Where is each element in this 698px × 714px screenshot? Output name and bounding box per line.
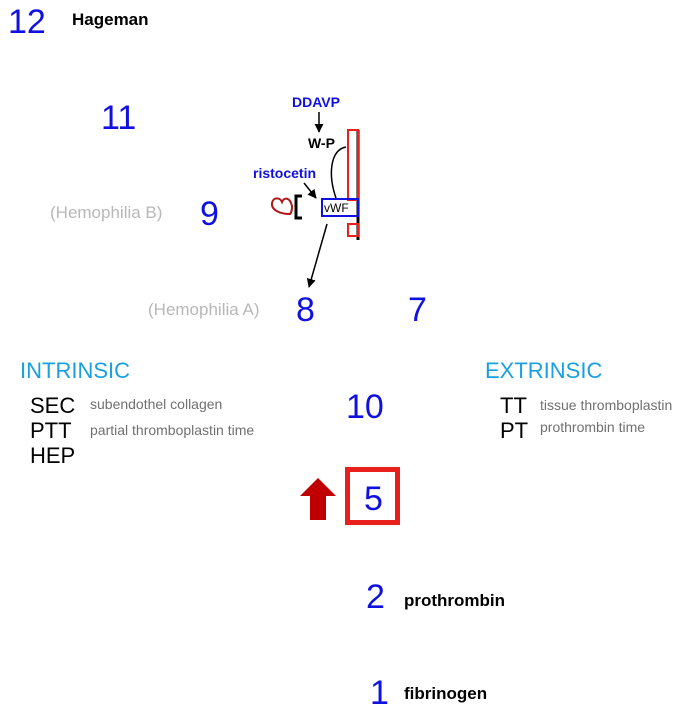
intrinsic-test-desc: subendothel collagen [90,396,223,412]
intrinsic-test-abbr: PTT [30,418,72,443]
intrinsic-title: INTRINSIC [20,358,130,383]
extrinsic-title: EXTRINSIC [485,358,603,383]
intrinsic-test-desc: partial thromboplastin time [90,422,255,438]
extrinsic-test-abbr: PT [500,418,529,443]
ristocetin-label: ristocetin [253,165,317,181]
factor-2: 2 [366,578,385,616]
hemophilia-b-label: (Hemophilia B) [50,203,163,222]
intrinsic-test-abbr: SEC [30,393,76,418]
factor-10: 10 [346,388,384,426]
vwf-label: vWF [324,201,349,215]
hemophilia-a-label: (Hemophilia A) [148,300,260,319]
factor-1: 1 [370,674,389,712]
factor-7: 7 [408,291,427,329]
ristocetin-arrow [303,182,317,199]
platelet-bracket [294,194,302,220]
factor-8: 8 [296,291,315,329]
membrane-tab [347,223,359,237]
up-arrow-icon [300,478,336,520]
hageman-label: Hageman [72,10,149,29]
platelet-shape [270,197,294,216]
factor-9: 9 [200,195,219,233]
release-curve [330,146,347,199]
extrinsic-test-desc: tissue thromboplastin [540,397,673,413]
fibrinogen-label: fibrinogen [404,684,488,703]
factor-5: 5 [364,480,383,518]
weibel-palade-label: W-P [308,135,335,151]
extrinsic-test-desc: prothrombin time [540,419,646,435]
factor-11: 11 [101,99,137,137]
prothrombin-label: prothrombin [404,591,506,610]
intrinsic-test-abbr: HEP [30,443,76,468]
ddavp-label: DDAVP [292,94,340,110]
factor-5-highlight-box [345,467,400,525]
extrinsic-test-abbr: TT [500,393,527,418]
vwf-to-factor8-arrow [306,223,328,288]
factor-12: 12 [8,3,46,41]
vwf-box [321,198,359,217]
